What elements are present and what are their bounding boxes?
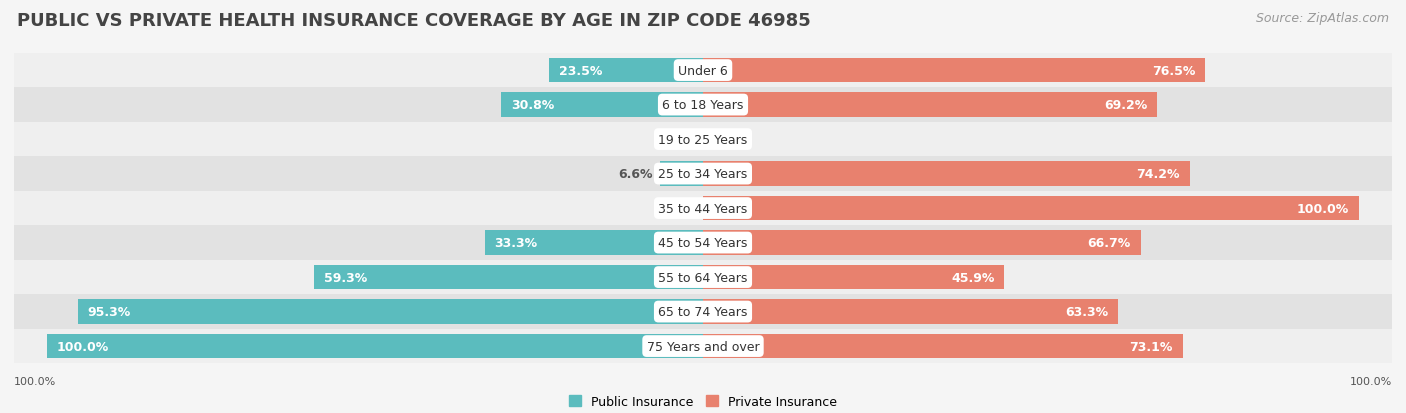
Bar bbox=[703, 266, 1004, 290]
Bar bbox=[485, 231, 703, 255]
Text: 6.6%: 6.6% bbox=[619, 168, 654, 180]
Text: 65 to 74 Years: 65 to 74 Years bbox=[658, 305, 748, 318]
Bar bbox=[703, 197, 1360, 221]
Text: 59.3%: 59.3% bbox=[323, 271, 367, 284]
Text: 45.9%: 45.9% bbox=[950, 271, 994, 284]
Text: Under 6: Under 6 bbox=[678, 64, 728, 77]
Bar bbox=[659, 162, 703, 186]
Text: 75 Years and over: 75 Years and over bbox=[647, 340, 759, 353]
Text: 23.5%: 23.5% bbox=[558, 64, 602, 77]
Bar bbox=[14, 157, 1392, 191]
Text: 69.2%: 69.2% bbox=[1104, 99, 1147, 112]
Text: PUBLIC VS PRIVATE HEALTH INSURANCE COVERAGE BY AGE IN ZIP CODE 46985: PUBLIC VS PRIVATE HEALTH INSURANCE COVER… bbox=[17, 12, 811, 30]
Text: 55 to 64 Years: 55 to 64 Years bbox=[658, 271, 748, 284]
Bar bbox=[46, 334, 703, 358]
Bar bbox=[14, 329, 1392, 363]
Bar bbox=[14, 54, 1392, 88]
Bar bbox=[703, 231, 1140, 255]
Text: 0.0%: 0.0% bbox=[655, 202, 690, 215]
Bar bbox=[14, 88, 1392, 123]
Text: 66.7%: 66.7% bbox=[1088, 237, 1130, 249]
Text: 76.5%: 76.5% bbox=[1152, 64, 1195, 77]
Bar bbox=[14, 123, 1392, 157]
Text: 95.3%: 95.3% bbox=[87, 305, 131, 318]
Bar bbox=[703, 162, 1189, 186]
Bar bbox=[703, 334, 1182, 358]
Text: 63.3%: 63.3% bbox=[1066, 305, 1108, 318]
Bar bbox=[77, 300, 703, 324]
Text: 35 to 44 Years: 35 to 44 Years bbox=[658, 202, 748, 215]
Text: 19 to 25 Years: 19 to 25 Years bbox=[658, 133, 748, 146]
Bar bbox=[703, 300, 1118, 324]
Bar bbox=[314, 266, 703, 290]
Text: 100.0%: 100.0% bbox=[14, 377, 56, 387]
Text: 100.0%: 100.0% bbox=[56, 340, 108, 353]
Bar bbox=[548, 59, 703, 83]
Text: 30.8%: 30.8% bbox=[510, 99, 554, 112]
Legend: Public Insurance, Private Insurance: Public Insurance, Private Insurance bbox=[564, 390, 842, 413]
Bar bbox=[501, 93, 703, 117]
Text: 6 to 18 Years: 6 to 18 Years bbox=[662, 99, 744, 112]
Text: 25 to 34 Years: 25 to 34 Years bbox=[658, 168, 748, 180]
Text: 45 to 54 Years: 45 to 54 Years bbox=[658, 237, 748, 249]
Text: 73.1%: 73.1% bbox=[1129, 340, 1173, 353]
Bar bbox=[14, 191, 1392, 226]
Text: 0.0%: 0.0% bbox=[655, 133, 690, 146]
Bar bbox=[14, 294, 1392, 329]
Bar bbox=[14, 260, 1392, 294]
Text: 100.0%: 100.0% bbox=[1350, 377, 1392, 387]
Bar bbox=[14, 226, 1392, 260]
Text: 100.0%: 100.0% bbox=[1298, 202, 1350, 215]
Bar bbox=[703, 93, 1157, 117]
Text: 0.0%: 0.0% bbox=[716, 133, 751, 146]
Text: 74.2%: 74.2% bbox=[1136, 168, 1180, 180]
Text: Source: ZipAtlas.com: Source: ZipAtlas.com bbox=[1256, 12, 1389, 25]
Text: 33.3%: 33.3% bbox=[495, 237, 537, 249]
Bar bbox=[703, 59, 1205, 83]
